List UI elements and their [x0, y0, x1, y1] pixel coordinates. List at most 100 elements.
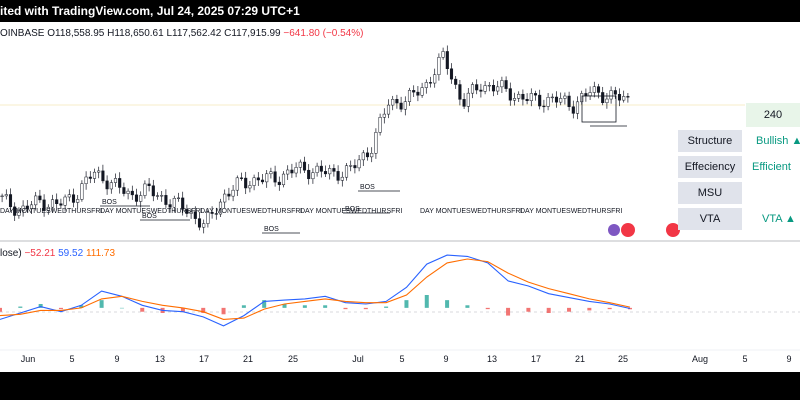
macd-histogram-bar: [140, 307, 145, 312]
candle-body: [290, 169, 294, 174]
candle-body: [105, 180, 109, 190]
candle-body: [311, 172, 315, 180]
candle-body: [617, 94, 622, 101]
range-box: [581, 95, 617, 123]
candle-body: [25, 205, 29, 210]
macd-histogram-bar: [526, 307, 531, 312]
candle-body: [554, 96, 559, 103]
dow-label: DAY MONTUESWEDTHURSFRI: [520, 208, 622, 215]
dow-label: DAY MONTUESWEDTHURSFRI: [100, 208, 202, 215]
candle-body: [588, 92, 592, 96]
candle-body: [223, 193, 227, 203]
candle-body: [122, 187, 126, 194]
high-value: H118,650.61: [107, 28, 164, 39]
candle-body: [550, 96, 554, 99]
candle-body: [17, 210, 21, 216]
macd-histogram-bar: [119, 307, 124, 309]
candle-body: [613, 90, 617, 95]
candle-body: [433, 74, 437, 84]
candle-body: [349, 165, 353, 167]
candle-body: [113, 178, 118, 183]
candle-body: [412, 90, 416, 93]
dow-label: DAY MONTUESWEDTHURSFRI: [300, 208, 402, 215]
candle-body: [500, 80, 504, 88]
candle-body: [218, 201, 223, 215]
x-tick-label: 21: [575, 354, 585, 364]
dow-label: DAY MONTUESWEDTHURSFRI: [420, 208, 522, 215]
bos-label: BOS: [345, 206, 360, 213]
macd-line: [0, 254, 631, 327]
x-tick-label: 25: [288, 354, 298, 364]
candle-body: [605, 98, 609, 103]
candle-body: [235, 177, 239, 191]
candle-body: [185, 209, 189, 214]
candle-body: [340, 176, 344, 181]
candle-body: [323, 171, 328, 175]
macd-histogram-bar: [221, 307, 226, 315]
candle-body: [386, 104, 391, 115]
macd-histogram-bar: [567, 307, 572, 312]
dow-label: DAY MONTUESWEDTHURSFRI: [0, 208, 102, 215]
candle-body: [483, 85, 487, 92]
candle-body: [298, 161, 302, 168]
macd-histogram-bar: [404, 300, 409, 308]
candle-body: [139, 195, 143, 202]
ohlc-legend: OINBASE O118,558.95 H118,650.61 L117,562…: [0, 28, 363, 39]
candle-body: [466, 92, 470, 107]
candle-body: [378, 117, 382, 133]
macd-histogram-bar: [343, 307, 348, 310]
event-icon: [608, 224, 620, 236]
candle-body: [88, 176, 92, 179]
candle-body: [319, 165, 323, 172]
event-flag-icon: [666, 223, 680, 237]
candle-body: [445, 51, 449, 70]
candle-body: [164, 195, 168, 205]
candle-body: [361, 152, 365, 161]
candle-body: [449, 68, 454, 80]
candle-body: [109, 182, 113, 190]
candle-body: [176, 197, 181, 199]
macd-legend-prefix: lose): [0, 248, 22, 259]
candle-body: [416, 91, 420, 96]
candle-body: [521, 93, 525, 100]
x-tick-label: 13: [487, 354, 497, 364]
candle-body: [273, 171, 277, 183]
candle-body: [277, 181, 281, 186]
candle-body: [76, 199, 80, 203]
candle-body: [512, 98, 517, 101]
candle-body: [21, 205, 25, 211]
candle-body: [0, 195, 4, 197]
panel-efficiency-label: Effeciency: [678, 156, 742, 178]
candle-body: [84, 176, 88, 184]
candle-body: [197, 218, 202, 228]
x-tick-label: Jun: [21, 354, 36, 364]
macd-histogram-bar: [58, 307, 63, 310]
x-tick-label: 13: [155, 354, 165, 364]
bos-label: BOS: [264, 226, 279, 233]
candle-body: [118, 178, 122, 188]
macd-hist-value: −52.21: [24, 248, 56, 259]
panel-structure-label: Structure: [678, 130, 742, 152]
candle-body: [206, 212, 210, 224]
candle-body: [395, 99, 399, 104]
candle-body: [441, 51, 445, 58]
candle-body: [38, 195, 42, 201]
macd-histogram-bar: [262, 300, 267, 308]
candle-body: [97, 170, 101, 173]
x-tick-label: 9: [786, 354, 791, 364]
macd-histogram-bar: [18, 306, 23, 308]
macd-legend: lose) −52.21 59.52 111.73: [0, 248, 115, 259]
candle-body: [42, 199, 46, 211]
header-title: ited with TradingView.com, Jul 24, 2025 …: [0, 4, 300, 18]
x-tick-label: 9: [443, 354, 448, 364]
candle-body: [227, 193, 231, 197]
bos-label: BOS: [360, 184, 375, 191]
macd-histogram-bar: [99, 300, 104, 308]
macd-histogram-bar: [628, 307, 632, 310]
candle-body: [584, 93, 588, 96]
candle-body: [525, 99, 529, 102]
candle-body: [592, 86, 596, 93]
candle-body: [559, 98, 563, 103]
candle-body: [571, 106, 575, 114]
